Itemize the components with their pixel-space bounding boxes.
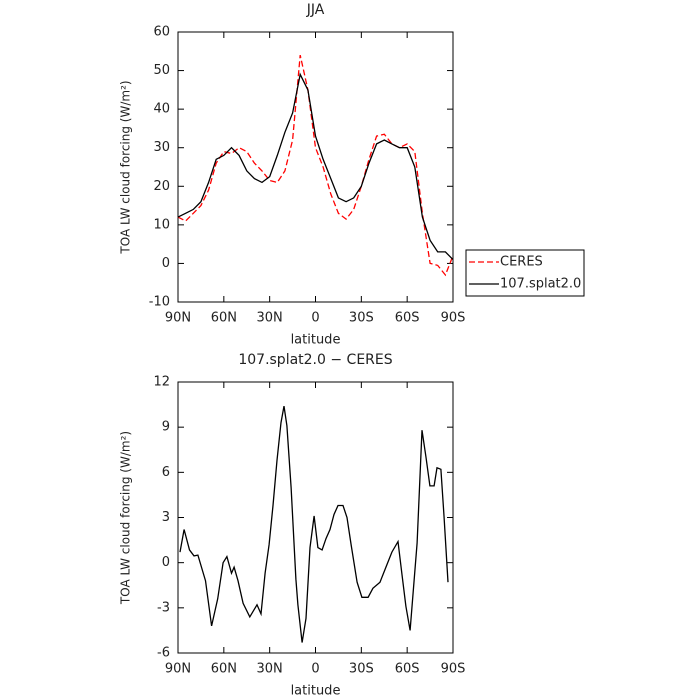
x-tick-label: 0 [311,311,319,326]
legend-label: CERES [500,255,543,270]
y-tick-label: 50 [153,63,170,78]
chart-title: JJA [306,2,325,18]
y-tick-label: -10 [149,295,170,310]
y-tick-label: 9 [162,420,170,435]
x-axis-label: latitude [291,333,341,348]
chart-title: 107.splat2.0 − CERES [238,352,392,368]
y-tick-label: 6 [162,465,170,480]
x-tick-label: 30S [349,662,374,677]
x-axis-label: latitude [291,684,341,699]
series-line [177,72,454,261]
series-line [179,405,449,643]
y-tick-label: 12 [153,375,170,390]
y-tick-label: 30 [153,140,170,155]
x-tick-label: 60N [211,662,237,677]
x-tick-label: 30S [349,311,374,326]
x-tick-label: 30N [257,662,283,677]
legend-label: 107.splat2.0 [500,277,581,292]
x-tick-label: 90N [165,662,191,677]
y-tick-label: -6 [157,646,170,661]
legend-box [465,249,585,297]
x-tick-label: 60S [395,662,420,677]
y-axis-label: TOA LW cloud forcing (W/m²) [119,431,133,605]
y-tick-label: 0 [162,555,170,570]
plot-frame [177,381,454,654]
series-line [177,54,454,277]
y-tick-label: 0 [162,256,170,271]
y-tick-label: 20 [153,179,170,194]
x-tick-label: 90N [165,311,191,326]
y-tick-label: 40 [153,102,170,117]
plot-frame [177,31,454,303]
x-tick-label: 60S [395,311,420,326]
x-tick-label: 90S [441,662,466,677]
y-tick-label: 60 [153,25,170,40]
y-tick-label: 10 [153,217,170,232]
y-tick-label: -3 [157,600,170,615]
x-tick-label: 60N [211,311,237,326]
x-tick-label: 0 [311,662,319,677]
x-tick-label: 30N [257,311,283,326]
x-tick-label: 90S [441,311,466,326]
y-tick-label: 3 [162,510,170,525]
y-axis-label: TOA LW cloud forcing (W/m²) [119,80,133,254]
